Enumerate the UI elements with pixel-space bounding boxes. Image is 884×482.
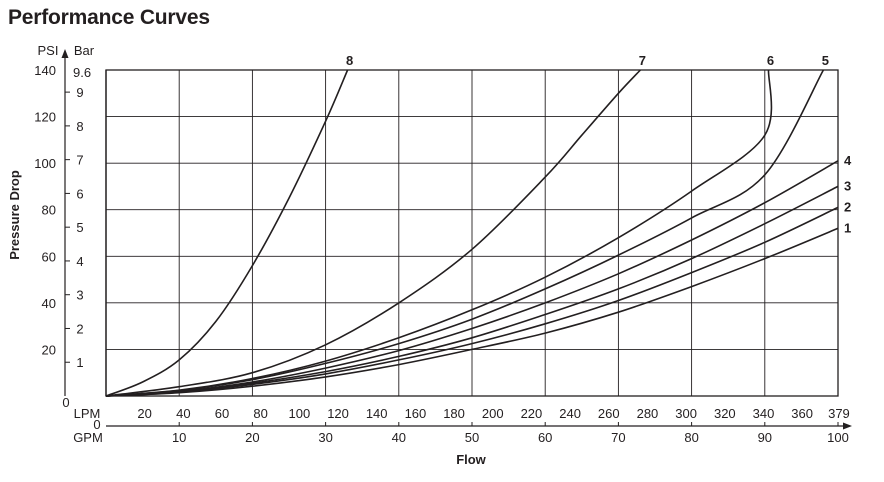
- bar-tick-label: 4: [76, 254, 83, 269]
- lpm-tick-label: 360: [791, 406, 813, 421]
- bar-tick-label: 5: [76, 220, 83, 235]
- gpm-tick-label: 20: [245, 430, 259, 445]
- psi-tick-label: 100: [34, 156, 56, 171]
- lpm-tick-label: 80: [253, 406, 267, 421]
- lpm-tick-label: 160: [405, 406, 427, 421]
- bar-tick-label: 3: [76, 288, 83, 303]
- lpm-tick-label: 140: [366, 406, 388, 421]
- curve-label-5: 5: [822, 53, 829, 68]
- gpm-tick-label: 50: [465, 430, 479, 445]
- gpm-tick-label: 10: [172, 430, 186, 445]
- bar-tick-label: 8: [76, 119, 83, 134]
- series-line-8: [105, 69, 349, 397]
- series-lines: [105, 69, 839, 397]
- curve-label-1: 1: [844, 220, 851, 235]
- bar-tick-label: 9: [76, 85, 83, 100]
- gpm-tick-label: 70: [611, 430, 625, 445]
- gpm-tick-label: 30: [318, 430, 332, 445]
- lpm-tick-label: 379: [828, 406, 850, 421]
- bar-tick-label: 9.6: [73, 65, 91, 80]
- curve-label-3: 3: [844, 178, 851, 193]
- lpm-unit-label: LPM: [74, 406, 101, 421]
- lpm-tick-label: 20: [137, 406, 151, 421]
- lpm-tick-label: 120: [327, 406, 349, 421]
- psi-tick-label: 40: [42, 296, 56, 311]
- lpm-tick-label: 60: [215, 406, 229, 421]
- bar-tick-label: 7: [76, 153, 83, 168]
- psi-unit-label: PSI: [38, 43, 59, 58]
- lpm-tick-label: 320: [714, 406, 736, 421]
- chart-title: Performance Curves: [8, 6, 210, 29]
- lpm-tick-label: 40: [176, 406, 190, 421]
- lpm-tick-labels: 20 40 60 80 100 120 140 160 180 200 220 240 260 280 30…: [137, 406, 849, 421]
- grid: [106, 70, 838, 396]
- x-axis-title: Flow: [456, 452, 486, 467]
- lpm-tick-label: 300: [675, 406, 697, 421]
- curve-label-6: 6: [767, 53, 774, 68]
- curve-label-8: 8: [346, 53, 353, 68]
- curve-label-4: 4: [844, 153, 852, 168]
- gpm-tick-label: 100: [827, 430, 849, 445]
- psi-tick-label: 120: [34, 110, 56, 125]
- psi-tick-label: 140: [34, 63, 56, 78]
- bar-tick-label: 1: [76, 355, 83, 370]
- x-axis-arrow-icon: [843, 422, 852, 430]
- gpm-unit-label: GPM: [73, 430, 103, 445]
- lpm-tick-label: 220: [521, 406, 543, 421]
- lpm-tick-label: 180: [443, 406, 465, 421]
- bar-tick-label: 2: [76, 321, 83, 336]
- series-line-2: [105, 206, 839, 397]
- bar-tick-labels: 1 2 3 4 5 6 7 8 9 9.6: [65, 65, 91, 370]
- psi-tick-labels: 20 40 60 80 100 120 140: [34, 63, 56, 357]
- lpm-tick-label: 100: [289, 406, 311, 421]
- gpm-tick-label: 80: [684, 430, 698, 445]
- gpm-tick-label: 90: [758, 430, 772, 445]
- psi-tick-label: 20: [42, 342, 56, 357]
- psi-tick-label: 80: [42, 203, 56, 218]
- y-axis-arrow-icon: [61, 49, 69, 58]
- series-line-7: [105, 69, 641, 397]
- series-line-1: [105, 227, 839, 397]
- lpm-tick-label: 260: [598, 406, 620, 421]
- bar-tick-label: 6: [76, 186, 83, 201]
- gpm-tick-label: 40: [392, 430, 406, 445]
- series-line-3: [105, 185, 839, 397]
- curve-label-2: 2: [844, 199, 851, 214]
- series-line-4: [105, 160, 839, 397]
- curve-label-7: 7: [639, 53, 646, 68]
- gpm-tick-label: 60: [538, 430, 552, 445]
- curve-labels: 1 2 3 4 5 6 7 8: [346, 53, 852, 235]
- bar-unit-label: Bar: [74, 43, 95, 58]
- lpm-tick-label: 340: [753, 406, 775, 421]
- series-line-6: [105, 69, 773, 397]
- psi-tick-label: 60: [42, 249, 56, 264]
- y-axis-title: Pressure Drop: [7, 170, 22, 260]
- lpm-tick-label: 200: [482, 406, 504, 421]
- gpm-tick-labels: 0 10 20 30 40 50 60 70 80 90 100: [93, 417, 848, 445]
- psi-zero-label: 0: [62, 395, 69, 410]
- lpm-tick-label: 240: [559, 406, 581, 421]
- gpm-tick-label: 0: [93, 417, 100, 432]
- series-line-5: [105, 69, 825, 397]
- lpm-tick-label: 280: [637, 406, 659, 421]
